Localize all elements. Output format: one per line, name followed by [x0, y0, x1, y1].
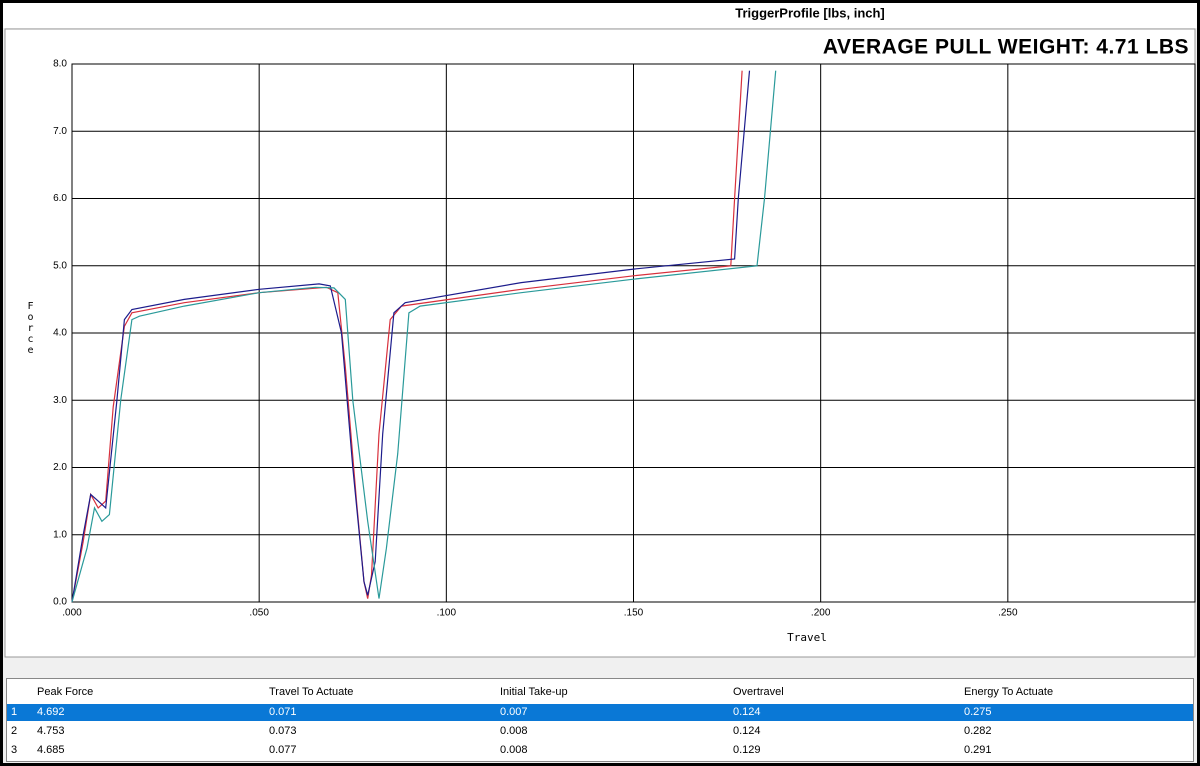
x-tick-label: .200: [811, 608, 831, 619]
table-cell: 0.124: [733, 725, 761, 737]
y-tick-label: 4.0: [53, 328, 67, 339]
table-header: Peak Force Travel To Actuate Initial Take-…: [7, 684, 1193, 701]
x-tick-label: .100: [437, 608, 457, 619]
table-row[interactable]: 3 4.685 0.077 0.008 0.129 0.291: [7, 742, 1193, 759]
window: TriggerProfile [lbs, inch] AVERAGE PULL …: [3, 3, 1197, 763]
x-tick-label: .000: [62, 608, 82, 619]
force-trace: [71, 70, 751, 603]
column-header: Overtravel: [733, 686, 784, 698]
table-cell: 0.007: [500, 706, 528, 718]
y-tick-label: 8.0: [53, 59, 67, 70]
title-bar: [3, 3, 1197, 28]
y-tick-label: 2.0: [53, 462, 67, 473]
y-axis-label: Force: [25, 301, 36, 356]
table-row[interactable]: 1 4.692 0.071 0.007 0.124 0.275: [7, 704, 1193, 721]
column-header: Peak Force: [37, 686, 94, 698]
table-cell: 4.753: [37, 725, 65, 737]
force-trace: [71, 70, 777, 603]
y-tick-label: 6.0: [53, 193, 67, 204]
table-cell: 0.008: [500, 744, 528, 756]
table-cell: 0.071: [269, 706, 297, 718]
table-cell: 4.685: [37, 744, 65, 756]
chart: TriggerProfile [lbs, inch] AVERAGE PULL …: [3, 3, 1197, 658]
row-index: 1: [11, 706, 18, 718]
x-tick-label: .250: [998, 608, 1018, 619]
chart-panel: [4, 28, 1196, 658]
table-cell: 0.008: [500, 725, 528, 737]
y-tick-label: 5.0: [53, 260, 67, 271]
table-cell: 0.291: [964, 744, 992, 756]
table-cell: 0.129: [733, 744, 761, 756]
table-cell: 0.073: [269, 725, 297, 737]
column-header: Travel To Actuate: [269, 686, 354, 698]
y-tick-label: 7.0: [53, 126, 67, 137]
x-tick-label: .050: [249, 608, 269, 619]
column-header: Initial Take-up: [500, 686, 568, 698]
x-tick-label: .150: [624, 608, 644, 619]
table-cell: 0.077: [269, 744, 297, 756]
plot-border: [71, 63, 1196, 603]
y-tick-label: 0.0: [53, 597, 67, 608]
table-row[interactable]: 2 4.753 0.073 0.008 0.124 0.282: [7, 723, 1193, 740]
column-header: Energy To Actuate: [964, 686, 1054, 698]
row-index: 2: [11, 725, 18, 737]
x-axis-label: Travel: [787, 631, 827, 644]
table-cell: 4.692: [37, 706, 65, 718]
annotation: AVERAGE PULL WEIGHT: 4.71 LBS: [823, 36, 1189, 59]
table-cell: 0.275: [964, 706, 992, 718]
results-table: Peak Force Travel To Actuate Initial Take-…: [6, 678, 1194, 762]
force-trace: [71, 70, 743, 603]
y-tick-label: 1.0: [53, 529, 67, 540]
table-cell: 0.282: [964, 725, 992, 737]
y-tick-label: 3.0: [53, 395, 67, 406]
row-index: 3: [11, 744, 18, 756]
chart-title: TriggerProfile [lbs, inch]: [735, 5, 885, 20]
table-cell: 0.124: [733, 706, 761, 718]
